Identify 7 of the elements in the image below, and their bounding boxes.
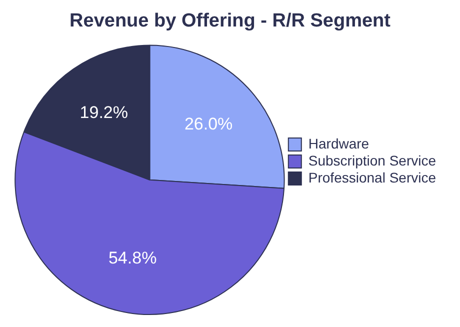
data-label: 26.0%	[184, 114, 233, 134]
data-label: 54.8%	[108, 248, 157, 268]
legend-label: Subscription Service	[308, 152, 436, 168]
chart-title: Revenue by Offering - R/R Segment	[70, 10, 392, 32]
legend-label: Hardware	[308, 135, 370, 152]
data-label: 19.2%	[80, 103, 128, 122]
legend-label: Professional Service	[308, 169, 436, 186]
